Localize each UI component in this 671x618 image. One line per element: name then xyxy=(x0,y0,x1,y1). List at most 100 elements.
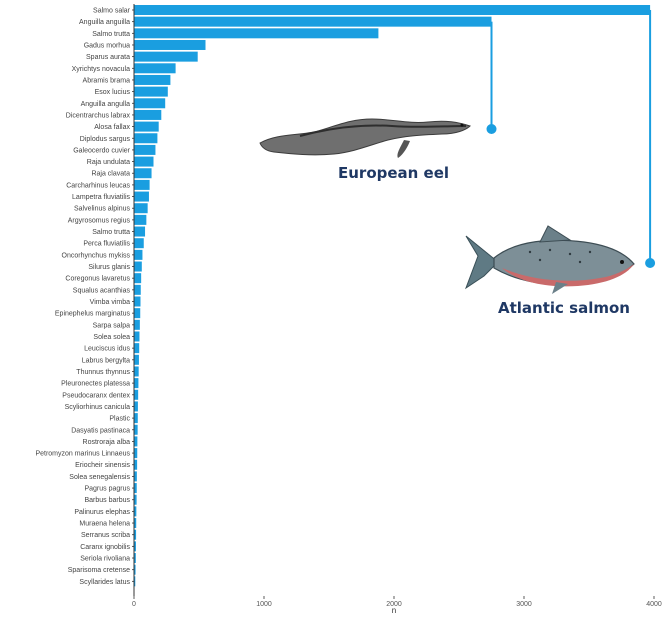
bar xyxy=(134,436,138,447)
bar xyxy=(134,121,159,132)
bar xyxy=(134,39,206,50)
bar xyxy=(134,156,154,167)
bar xyxy=(134,459,138,470)
bar xyxy=(134,249,143,260)
bar xyxy=(134,296,141,307)
category-label: Raja clavata xyxy=(91,171,130,178)
bar xyxy=(134,541,136,552)
bar xyxy=(134,564,136,575)
bar xyxy=(134,308,141,319)
bars xyxy=(134,5,651,587)
category-label: Leuciscus idus xyxy=(84,346,130,353)
bar xyxy=(134,63,176,74)
bar xyxy=(134,389,139,400)
bar xyxy=(134,343,140,354)
bar xyxy=(134,494,137,505)
category-label: Argyrosomus regius xyxy=(68,217,131,224)
category-label: Petromyzon marinus Linnaeus xyxy=(35,451,130,458)
bar xyxy=(134,16,492,27)
x-tick-label: 3000 xyxy=(516,601,532,608)
category-label: Perca fluviatilis xyxy=(83,241,130,248)
category-label: Sarpa salpa xyxy=(93,322,130,329)
category-label: Anguilla anguilla xyxy=(79,19,130,26)
category-label: Epinephelus marginatus xyxy=(55,311,131,318)
bar xyxy=(134,226,146,237)
category-label: Solea senegalensis xyxy=(69,474,130,481)
bar xyxy=(134,518,137,529)
category-label: Rostroraja alba xyxy=(83,439,131,446)
bar xyxy=(134,179,150,190)
bar xyxy=(134,331,140,342)
bar xyxy=(134,28,379,39)
bar xyxy=(134,471,137,482)
category-label: Seriola rivoliana xyxy=(80,556,130,563)
category-label: Salmo trutta xyxy=(92,229,130,236)
bar xyxy=(134,86,168,97)
category-label: Thunnus thynnus xyxy=(76,369,130,376)
bar xyxy=(134,448,138,459)
category-label: Squalus acanthias xyxy=(73,287,131,294)
category-label: Labrus bergylta xyxy=(82,357,130,364)
category-label: Muraena helena xyxy=(79,521,130,528)
category-label: Pleuronectes platessa xyxy=(61,381,130,388)
bar xyxy=(134,98,166,109)
category-label: Barbus barbus xyxy=(84,497,130,504)
bar xyxy=(134,144,156,155)
bar xyxy=(134,553,136,564)
x-tick-label: 0 xyxy=(132,601,136,608)
bar xyxy=(134,413,138,424)
x-tick-label: 4000 xyxy=(646,601,662,608)
category-label: Alosa fallax xyxy=(94,124,130,131)
bar xyxy=(134,191,149,202)
category-label: Anguilla angulla xyxy=(81,101,131,108)
category-label: Diplodus sargus xyxy=(80,136,131,143)
category-label: Salvelinus alpinus xyxy=(74,206,131,213)
bar xyxy=(134,366,139,377)
category-label: Abramis brama xyxy=(83,77,131,84)
bar xyxy=(134,424,138,435)
bar xyxy=(134,354,139,365)
category-label: Silurus glanis xyxy=(88,264,130,271)
category-label: Eriocheir sinensis xyxy=(75,462,130,469)
category-label: Lampetra fluviatilis xyxy=(72,194,130,201)
category-label: Plastic xyxy=(109,416,130,423)
category-label: Dicentrarchus labrax xyxy=(66,112,131,119)
x-axis-ticks: 0 1000 2000 3000 4000 xyxy=(132,596,662,608)
bar xyxy=(134,319,140,330)
category-label: Sparisoma cretense xyxy=(68,567,130,574)
annotation-connectors xyxy=(486,10,656,268)
category-label: Caranx ignobilis xyxy=(80,544,130,551)
category-label: Carcharhinus leucas xyxy=(66,182,130,189)
bar xyxy=(134,5,651,15)
category-label: Raja undulata xyxy=(87,159,130,166)
bar xyxy=(134,378,139,389)
eel-illustration xyxy=(259,118,471,158)
bar xyxy=(134,214,147,225)
y-axis-labels: Salmo salar Anguilla anguilla Salmo trutta… xyxy=(35,8,134,586)
eel-connector-dot xyxy=(486,124,497,134)
salmon-connector-dot xyxy=(645,258,656,268)
bar xyxy=(134,168,152,179)
category-label: Vimba vimba xyxy=(90,299,130,306)
salmon-illustration xyxy=(464,225,635,294)
category-label: Serranus scriba xyxy=(81,532,130,539)
category-label: Xyrichtys novacula xyxy=(72,66,130,73)
x-tick-label: 1000 xyxy=(256,601,272,608)
category-label: Salmo salar xyxy=(93,8,131,15)
category-label: Scyllarides latus xyxy=(79,579,130,586)
bar xyxy=(134,483,137,494)
bar xyxy=(134,576,136,587)
category-label: Sparus aurata xyxy=(86,54,130,61)
category-label: Salmo trutta xyxy=(92,31,130,38)
category-label: Pseudocaranx dentex xyxy=(62,392,130,399)
category-label: Oncorhynchus mykiss xyxy=(62,252,131,259)
category-label: Esox lucius xyxy=(95,89,131,96)
bar xyxy=(134,401,138,412)
bar xyxy=(134,529,137,540)
category-label: Solea solea xyxy=(93,334,130,341)
bar xyxy=(134,133,158,144)
category-label: Scyliorhinus canicula xyxy=(65,404,130,411)
category-label: Pagrus pagrus xyxy=(84,486,130,493)
category-label: Gadus morhua xyxy=(84,42,130,49)
